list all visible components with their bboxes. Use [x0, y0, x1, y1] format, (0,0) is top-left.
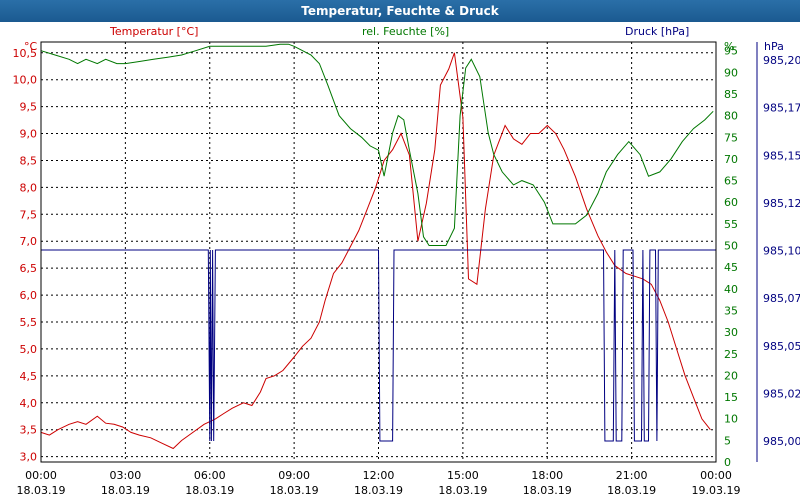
y-right1-tick-label: 65 [724, 175, 738, 188]
series-line-1 [40, 43, 714, 246]
y-right2-tick-label: 985,05 [763, 340, 800, 353]
right1-axis-unit: % [724, 40, 734, 53]
y-left-tick-label: 3,5 [20, 424, 38, 437]
x-tick-time-label: 09:00 [278, 469, 310, 482]
y-right2-tick-label: 985,20 [763, 54, 800, 67]
x-tick-date-label: 18.03.19 [607, 484, 656, 497]
x-tick-date-label: 18.03.19 [438, 484, 487, 497]
x-tick-time-label: 18:00 [531, 469, 563, 482]
y-right2-tick-label: 985,10 [763, 245, 800, 258]
chart-title: Temperatur, Feuchte & Druck [0, 0, 800, 22]
y-right2-tick-label: 985,12 [763, 197, 800, 210]
y-right1-tick-label: 40 [724, 283, 738, 296]
y-left-tick-label: 10,5 [13, 47, 38, 60]
y-left-tick-label: 5,0 [20, 343, 38, 356]
y-left-tick-label: 6,0 [20, 289, 38, 302]
legend-druck: Druck [hPa] [625, 25, 689, 38]
legend-temperatur: Temperatur [°C] [109, 25, 198, 38]
y-left-tick-label: 7,5 [20, 208, 38, 221]
y-right2-tick-label: 985,07 [763, 292, 800, 305]
y-left-tick-label: 9,5 [20, 101, 38, 114]
x-tick-date-label: 18.03.19 [270, 484, 319, 497]
y-left-tick-label: 3,0 [20, 451, 38, 464]
x-tick-time-label: 00:00 [25, 469, 57, 482]
y-right1-tick-label: 25 [724, 348, 738, 361]
y-right2-tick-label: 985,15 [763, 149, 800, 162]
y-right1-tick-label: 20 [724, 369, 738, 382]
y-right1-tick-label: 75 [724, 131, 738, 144]
y-right1-tick-label: 35 [724, 304, 738, 317]
x-tick-date-label: 18.03.19 [354, 484, 403, 497]
y-right1-tick-label: 60 [724, 196, 738, 209]
y-right1-tick-label: 80 [724, 110, 738, 123]
right2-axis-unit: hPa [764, 40, 784, 53]
x-tick-time-label: 03:00 [110, 469, 142, 482]
y-right1-tick-label: 85 [724, 88, 738, 101]
x-tick-date-label: 18.03.19 [17, 484, 66, 497]
y-left-tick-label: 4,5 [20, 370, 38, 383]
y-right1-tick-label: 50 [724, 240, 738, 253]
y-right2-tick-label: 985,02 [763, 387, 800, 400]
y-right2-tick-label: 985,00 [763, 435, 800, 448]
y-right1-tick-label: 0 [724, 456, 731, 469]
y-left-tick-label: 7,0 [20, 235, 38, 248]
y-right1-tick-label: 45 [724, 261, 738, 274]
y-left-tick-label: 4,0 [20, 397, 38, 410]
x-tick-time-label: 21:00 [616, 469, 648, 482]
y-right1-tick-label: 15 [724, 391, 738, 404]
y-left-tick-label: 10,0 [13, 74, 38, 87]
y-right1-tick-label: 70 [724, 153, 738, 166]
series-line-0 [40, 52, 711, 450]
x-tick-date-label: 18.03.19 [101, 484, 150, 497]
x-tick-time-label: 15:00 [447, 469, 479, 482]
x-tick-date-label: 18.03.19 [185, 484, 234, 497]
series-line-2 [41, 249, 716, 442]
y-left-tick-label: 8,5 [20, 154, 38, 167]
plot-frame [40, 41, 717, 463]
y-right1-tick-label: 90 [724, 66, 738, 79]
y-right2-tick-label: 985,17 [763, 102, 800, 115]
x-tick-date-label: 18.03.19 [523, 484, 572, 497]
y-left-tick-label: 8,0 [20, 181, 38, 194]
x-tick-time-label: 06:00 [194, 469, 226, 482]
y-left-tick-label: 6,5 [20, 262, 38, 275]
x-tick-time-label: 12:00 [363, 469, 395, 482]
legend-feuchte: rel. Feuchte [%] [362, 25, 449, 38]
y-right1-tick-label: 30 [724, 326, 738, 339]
y-right1-tick-label: 10 [724, 413, 738, 426]
y-right1-tick-label: 55 [724, 218, 738, 231]
x-tick-time-label: 00:00 [700, 469, 732, 482]
y-left-tick-label: 9,0 [20, 128, 38, 141]
y-right1-tick-label: 5 [724, 434, 731, 447]
x-tick-date-label: 19.03.19 [692, 484, 741, 497]
y-left-tick-label: 5,5 [20, 316, 38, 329]
y-right1-tick-label: 95 [724, 45, 738, 58]
left-axis-unit: °C [24, 40, 38, 53]
